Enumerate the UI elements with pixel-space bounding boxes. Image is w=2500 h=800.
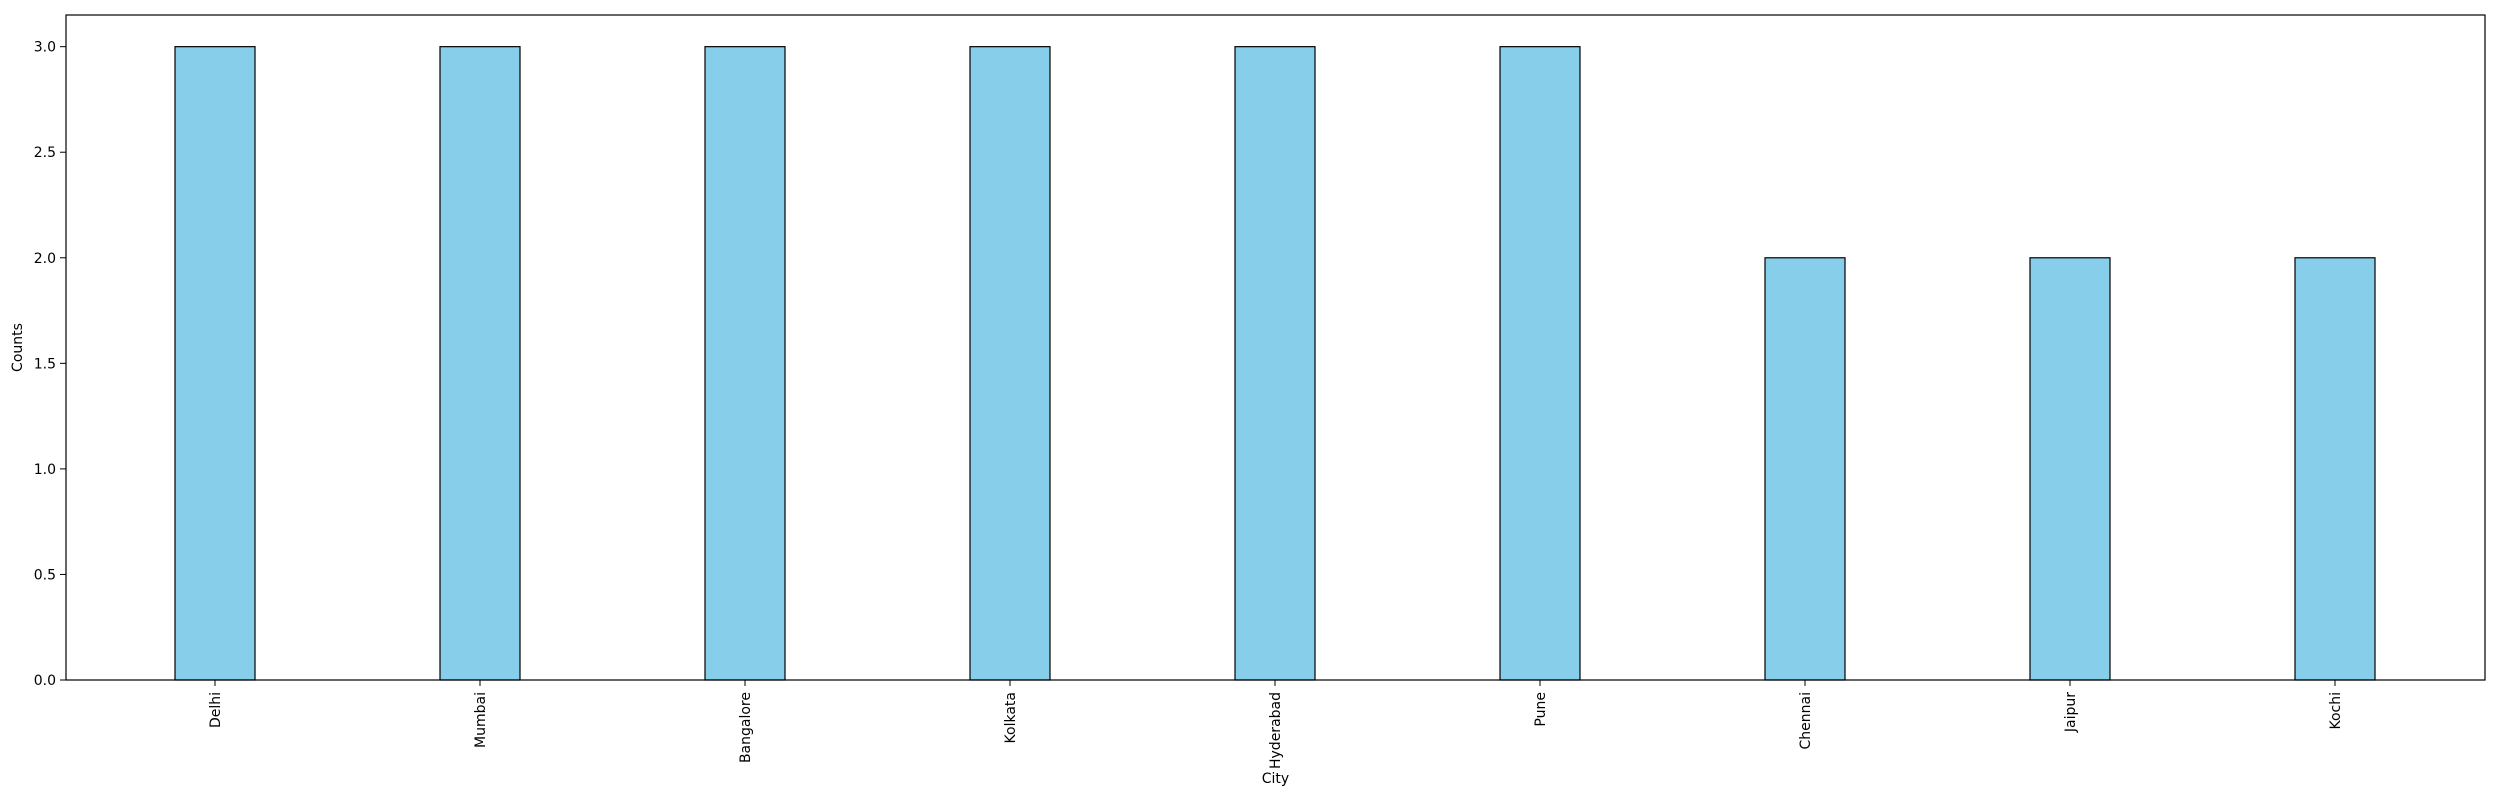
y-tick-label: 1.0 (34, 462, 56, 478)
bars-group (174, 46, 2376, 681)
y-tick-label: 2.0 (34, 251, 56, 267)
x-axis-label: City (1262, 771, 1289, 787)
x-tick-label-pune: Pune (1533, 692, 1549, 727)
bar-delhi (174, 46, 256, 681)
x-tick-label-jaipur: Jaipur (2063, 692, 2079, 733)
x-tick-label-bangalore: Bangalore (738, 692, 754, 763)
bar-bangalore (704, 46, 786, 681)
bar-mumbai (439, 46, 521, 681)
y-axis-ticks: 0.0 0.5 1.0 1.5 2.0 2.5 3.0 (34, 40, 66, 689)
bar-jaipur (2029, 257, 2111, 681)
y-tick-label: 0.5 (34, 567, 56, 583)
bar-chennai (1764, 257, 1846, 681)
x-tick-label-kolkata: Kolkata (1003, 692, 1019, 743)
x-tick-label-kochi: Kochi (2328, 692, 2344, 730)
bar-kochi (2294, 257, 2376, 681)
bar-pune (1499, 46, 1581, 681)
bar-hyderabad (1234, 46, 1316, 681)
y-tick-label: 1.5 (34, 356, 56, 372)
x-axis-ticks: Delhi Mumbai Bangalore Kolkata Hyderabad Pune… (208, 680, 2344, 769)
y-tick-label: 3.0 (34, 40, 56, 56)
x-tick-label-mumbai: Mumbai (473, 692, 489, 748)
y-tick-label: 0.0 (34, 673, 56, 689)
x-tick-label-delhi: Delhi (208, 692, 224, 728)
x-tick-label-hyderabad: Hyderabad (1268, 692, 1284, 769)
y-tick-label: 2.5 (34, 145, 56, 161)
x-tick-label-chennai: Chennai (1798, 692, 1814, 749)
y-axis-label: Counts (10, 323, 26, 372)
bar-kolkata (969, 46, 1051, 681)
